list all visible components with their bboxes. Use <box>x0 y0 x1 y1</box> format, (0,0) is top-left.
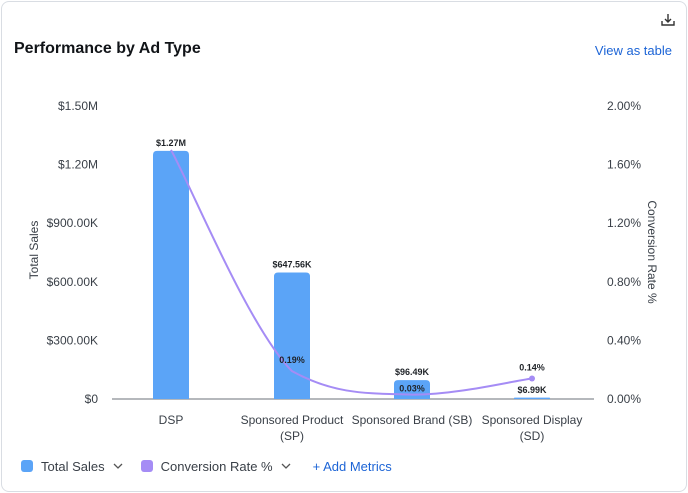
y-axis-title: Total Sales <box>27 221 41 280</box>
y2-tick-label: 0.00% <box>607 392 641 406</box>
line-data-label: 0.19% <box>279 355 305 365</box>
download-icon[interactable] <box>660 12 676 28</box>
y-tick-label: $900.00K <box>47 216 98 230</box>
total-sales-bar <box>274 272 310 399</box>
y-tick-label: $300.00K <box>47 333 98 347</box>
y-tick-label: $0 <box>85 392 99 406</box>
x-tick-label: DSP <box>159 413 184 427</box>
legend-item-total-sales[interactable]: Total Sales <box>21 459 123 474</box>
total-sales-bar <box>514 397 550 399</box>
x-tick-label: Sponsored Product <box>241 413 344 427</box>
legend-item-conversion-rate[interactable]: Conversion Rate % <box>140 458 291 474</box>
total-sales-swatch <box>21 460 33 472</box>
chevron-down-icon <box>113 463 123 469</box>
conversion-rate-line <box>170 149 533 396</box>
bar-data-label: $647.56K <box>272 260 312 270</box>
legend-label: Conversion Rate % <box>160 458 273 474</box>
y2-tick-label: 0.80% <box>607 275 641 289</box>
chevron-down-icon <box>281 463 291 469</box>
line-data-label: 0.03% <box>399 384 425 394</box>
y2-tick-label: 0.40% <box>607 333 641 347</box>
chart-legend: Total Sales Conversion Rate % + Add Metr… <box>21 457 392 475</box>
bar-data-label: $6.99K <box>517 385 547 395</box>
x-tick-label: Sponsored Display <box>482 413 583 427</box>
legend-label: Total Sales <box>41 458 105 474</box>
y2-tick-label: 1.20% <box>607 216 641 230</box>
y-tick-label: $600.00K <box>47 275 98 289</box>
bar-data-label: $96.49K <box>395 367 430 377</box>
add-metrics-button[interactable]: + Add Metrics <box>312 458 392 474</box>
view-as-table-link[interactable]: View as table <box>594 43 672 58</box>
y-tick-label: $1.20M <box>58 158 98 172</box>
chart-title: Performance by Ad Type <box>14 40 201 57</box>
line-data-label: 0.14% <box>519 362 545 372</box>
conversion-rate-swatch <box>140 460 153 472</box>
y2-tick-label: 1.60% <box>607 158 641 172</box>
x-tick-label: Sponsored Brand (SB) <box>352 413 473 427</box>
total-sales-bar <box>153 150 189 399</box>
bar-data-label: $1.27M <box>156 138 186 148</box>
conversion-rate-point <box>529 375 535 382</box>
y-tick-label: $1.50M <box>58 99 98 113</box>
x-tick-label: (SP) <box>280 429 304 443</box>
y2-axis-title: Conversion Rate % <box>645 200 659 304</box>
y2-tick-label: 2.00% <box>607 99 641 113</box>
x-tick-label: (SD) <box>520 429 545 443</box>
